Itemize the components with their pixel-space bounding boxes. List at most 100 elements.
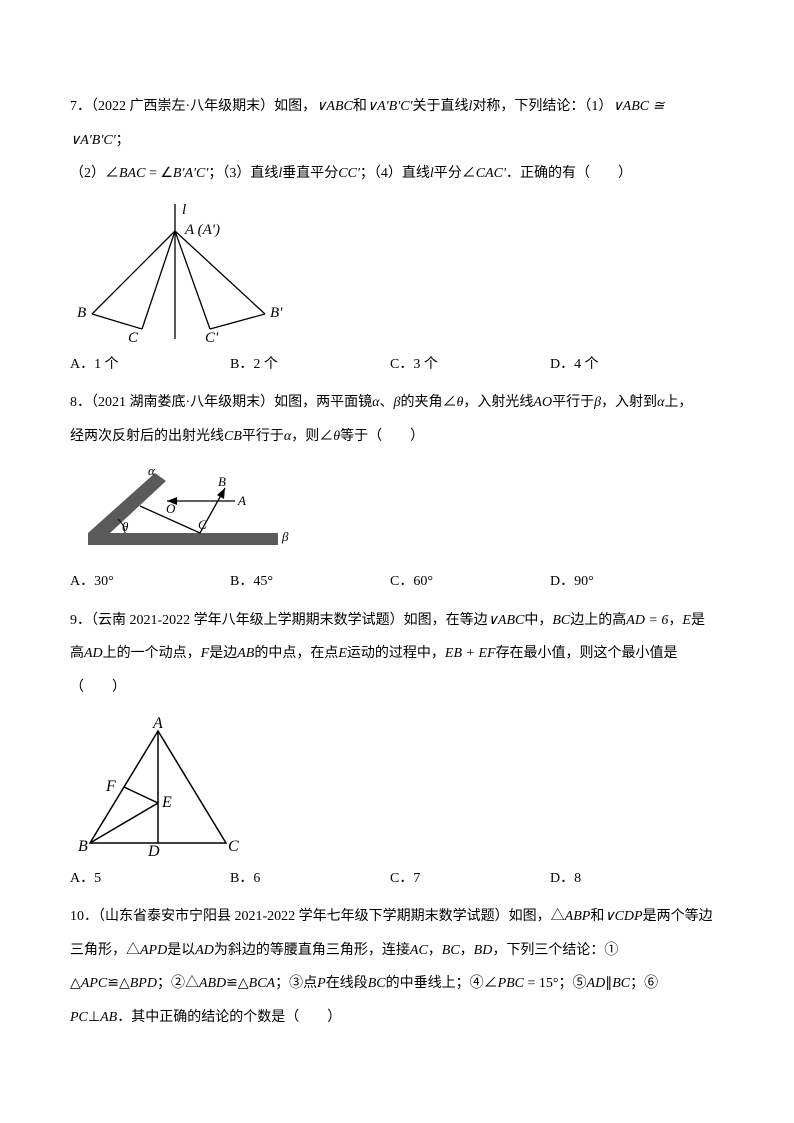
- q7-part3: 关于直线: [413, 99, 469, 114]
- q7-part4: 对称，下列结论：（1）: [472, 99, 612, 114]
- q9-text: 9．（云南 2021-2022 学年八年级上学期期末数学试题）如图，在等边∨AB…: [70, 604, 724, 705]
- q10-APD: APD: [140, 943, 167, 958]
- q7-optA: A．1 个: [70, 354, 230, 376]
- q8-AO: AO: [533, 395, 552, 410]
- q7-fig-Cp: C': [205, 330, 219, 344]
- q10-PC: PC: [70, 1010, 88, 1025]
- q10-l4b: ⊥: [88, 1010, 100, 1025]
- q8-l2c: ，则∠: [291, 429, 333, 444]
- q7-l2f: 平分∠: [434, 166, 476, 181]
- q8-fig-alpha: α: [148, 463, 156, 478]
- q7-fig-A: A (A'): [184, 222, 220, 238]
- q10-a: 10．（山东省泰安市宁阳县 2021-2022 学年七年级下学期期末数学试题）如…: [70, 909, 565, 924]
- q10-APC: APC: [81, 976, 107, 991]
- q10-l3e: ；③点: [275, 976, 317, 991]
- q8-optD: D．90°: [550, 571, 710, 593]
- q9-E2: E: [338, 646, 347, 661]
- q7-tri2: ∨A'B'C': [367, 99, 413, 114]
- q8-b: 、: [380, 395, 394, 410]
- q10-l3h: = 15°；⑤: [524, 976, 587, 991]
- q8-optC: C．60°: [390, 571, 550, 593]
- question-8: 8．（2021 湖南娄底·八年级期末）如图，两平面镜α、β的夹角∠θ，入射光线A…: [70, 386, 724, 594]
- q10-b: 和: [590, 909, 604, 924]
- q7-fig-Bp: B': [270, 305, 283, 321]
- q8-optB: B．45°: [230, 571, 390, 593]
- q7-l2d: 垂直平分: [282, 166, 338, 181]
- q7-svg: l A (A') B B' C C': [70, 199, 300, 344]
- q9-fig-F: F: [105, 778, 116, 795]
- q7-l2a: （2）∠: [70, 166, 119, 181]
- q9-options: A．5 B．6 C．7 D．8: [70, 868, 724, 890]
- q7-ang2: B'A'C': [173, 166, 208, 181]
- q10-l3f: 在线段: [326, 976, 368, 991]
- q8-figure: α β θ A B C O: [70, 461, 724, 561]
- q9-l2d: 的中点，在点: [254, 646, 338, 661]
- q8-d: ，入射光线: [463, 395, 533, 410]
- q8-text: 8．（2021 湖南娄底·八年级期末）如图，两平面镜α、β的夹角∠θ，入射光线A…: [70, 386, 724, 453]
- q8-CB: CB: [224, 429, 242, 444]
- q7-optB: B．2 个: [230, 354, 390, 376]
- q8-l2b: 平行于: [242, 429, 284, 444]
- q10-BC2: BC: [368, 976, 386, 991]
- q7-l2c: ；（3）直线: [208, 166, 278, 181]
- q9-fig-B: B: [78, 838, 88, 855]
- q8-a: 8．（2021 湖南娄底·八年级期末）如图，两平面镜: [70, 395, 372, 410]
- q9-a: 9．（云南 2021-2022 学年八年级上学期期末数学试题）如图，在等边: [70, 613, 488, 628]
- q7-optC: C．3 个: [390, 354, 550, 376]
- q9-l2a: 高: [70, 646, 84, 661]
- q7-l2g: ．正确的有（ ）: [506, 166, 632, 181]
- q7-optD: D．4 个: [550, 354, 710, 376]
- q7-l2e: ；（4）直线: [360, 166, 430, 181]
- q10-text: 10．（山东省泰安市宁阳县 2021-2022 学年七年级下学期期末数学试题）如…: [70, 900, 724, 1034]
- q9-fig-E: E: [161, 794, 172, 811]
- q9-e: 是: [691, 613, 705, 628]
- q8-f: ，入射到: [601, 395, 657, 410]
- q8-optA: A．30°: [70, 571, 230, 593]
- question-10: 10．（山东省泰安市宁阳县 2021-2022 学年七年级下学期期末数学试题）如…: [70, 900, 724, 1034]
- q10-l4c: ．其中正确的结论的个数是（ ）: [117, 1010, 341, 1025]
- q10-l2f: ，下列三个结论：①: [492, 943, 618, 958]
- q7-fig-C: C: [128, 330, 139, 344]
- q7-ang1: BAC: [119, 166, 145, 181]
- q10-BC: BC: [442, 943, 460, 958]
- q8-fig-B: B: [218, 474, 226, 489]
- q7-cc: CC': [338, 166, 360, 181]
- q10-P: P: [317, 976, 326, 991]
- q10-l3c: ；②△: [157, 976, 199, 991]
- q7-fig-B: B: [77, 305, 86, 321]
- q9-fig-D: D: [147, 843, 160, 858]
- q8-fig-O: O: [166, 501, 176, 516]
- q10-ABP: ABP: [565, 909, 591, 924]
- q9-BC: BC: [552, 613, 570, 628]
- q7-l2b: = ∠: [145, 166, 172, 181]
- q8-e: 平行于: [552, 395, 594, 410]
- q9-AD: AD: [84, 646, 103, 661]
- q9-l2e: 运动的过程中，: [347, 646, 445, 661]
- q9-sum: EB + EF: [445, 646, 496, 661]
- q7-text: 7．（2022 广西崇左·八年级期末）如图，∨ABC和∨A'B'C'关于直线l对…: [70, 90, 724, 191]
- q9-d: ，: [668, 613, 682, 628]
- q8-beta2: β: [594, 395, 601, 410]
- question-9: 9．（云南 2021-2022 学年八年级上学期期末数学试题）如图，在等边∨AB…: [70, 604, 724, 890]
- q8-fig-A: A: [237, 493, 246, 508]
- q10-l2b: 是以: [167, 943, 195, 958]
- q9-fig-C: C: [228, 838, 239, 855]
- q9-c: 边上的高: [570, 613, 626, 628]
- q9-tri: ∨ABC: [488, 613, 525, 628]
- q8-g: 上，: [664, 395, 692, 410]
- q10-CDP: ∨CDP: [604, 909, 642, 924]
- q9-E: E: [682, 613, 691, 628]
- q9-fig-A: A: [152, 715, 163, 732]
- q7-ang3: CAC': [476, 166, 506, 181]
- q10-BCA: BCA: [249, 976, 275, 991]
- q9-optB: B．6: [230, 868, 390, 890]
- q8-options: A．30° B．45° C．60° D．90°: [70, 571, 724, 593]
- q7-part2: 和: [353, 99, 367, 114]
- q8-c: 的夹角∠: [401, 395, 457, 410]
- q10-ABD: ABD: [199, 976, 226, 991]
- q8-fig-theta: θ: [122, 519, 129, 534]
- q10-l2a: 三角形，△: [70, 943, 140, 958]
- q10-l3j: ；⑥: [630, 976, 658, 991]
- q7-figure: l A (A') B B' C C': [70, 199, 724, 344]
- q10-AC: AC: [410, 943, 428, 958]
